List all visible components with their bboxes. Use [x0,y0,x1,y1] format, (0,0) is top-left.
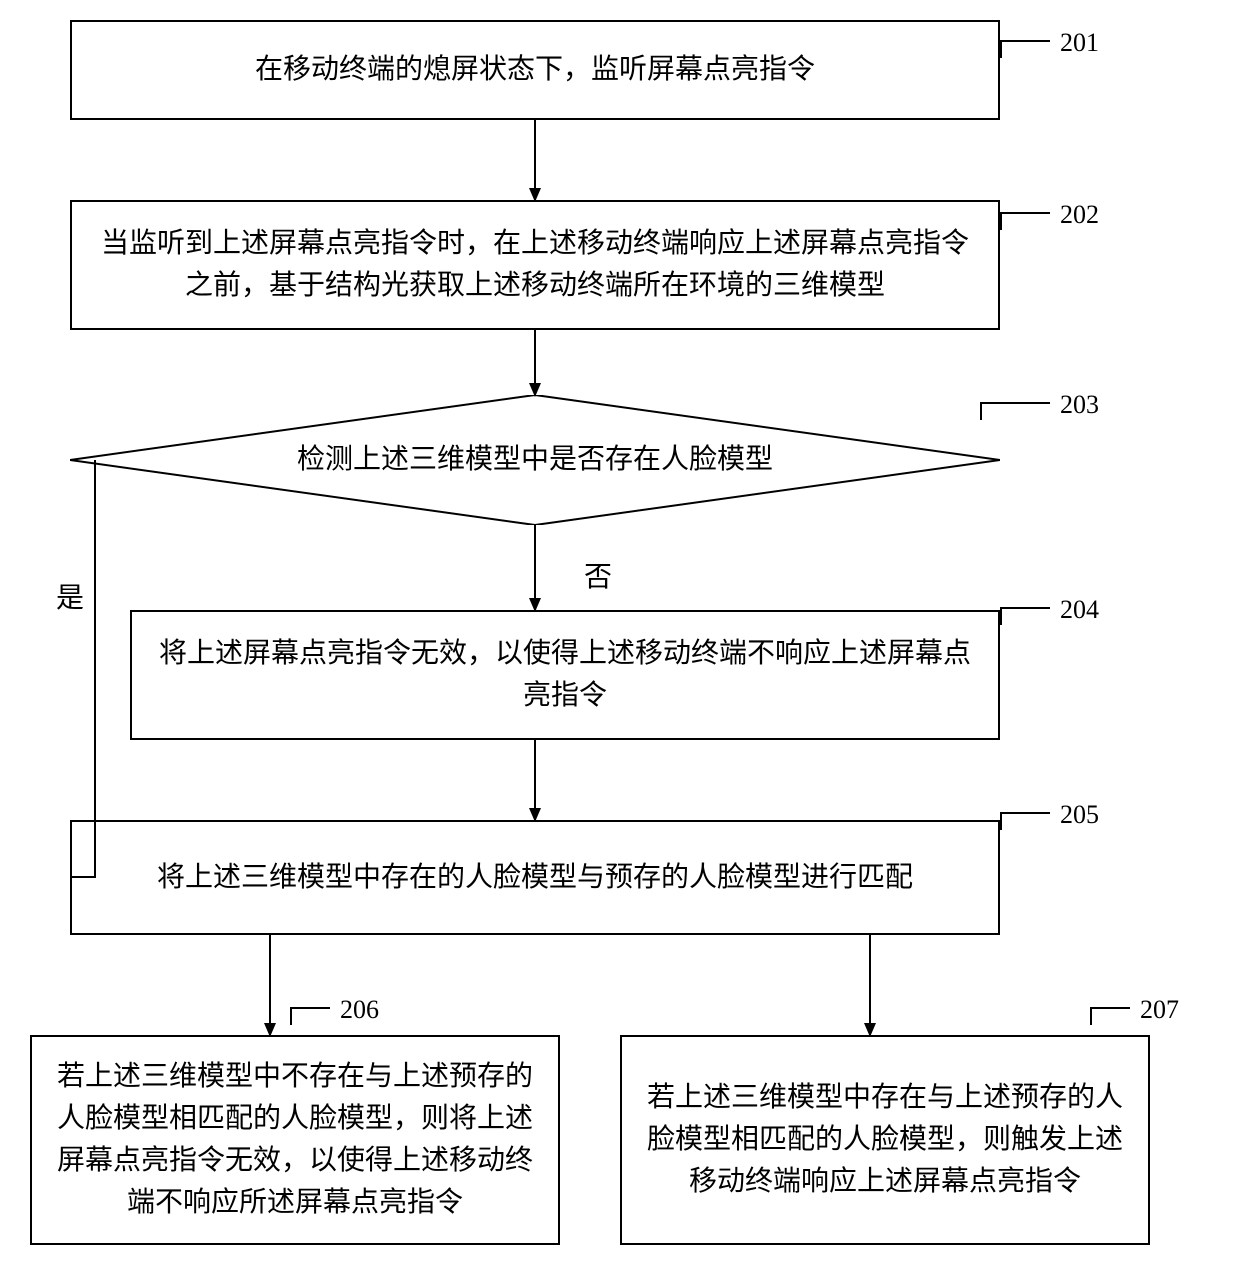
decision-text: 检测上述三维模型中是否存在人脸模型 [297,440,773,479]
process-text: 将上述屏幕点亮指令无效，以使得上述移动终端不响应上述屏幕点亮指令 [152,633,978,717]
edge-label-no: 否 [580,555,616,595]
step-label-206: 206 [340,995,379,1025]
process-box-204: 将上述屏幕点亮指令无效，以使得上述移动终端不响应上述屏幕点亮指令 [130,610,1000,740]
process-text: 若上述三维模型中存在与上述预存的人脸模型相匹配的人脸模型，则触发上述移动终端响应… [642,1077,1128,1203]
step-label-203: 203 [1060,390,1099,420]
process-box-205: 将上述三维模型中存在的人脸模型与预存的人脸模型进行匹配 [70,820,1000,935]
leader-line [1000,212,1050,230]
flowchart-canvas: 在移动终端的熄屏状态下，监听屏幕点亮指令 当监听到上述屏幕点亮指令时，在上述移动… [0,0,1240,1269]
leader-line [1090,1007,1130,1025]
leader-line [1000,607,1050,625]
process-text: 若上述三维模型中不存在与上述预存的人脸模型相匹配的人脸模型，则将上述屏幕点亮指令… [52,1056,538,1224]
leader-line [980,402,1050,420]
process-box-202: 当监听到上述屏幕点亮指令时，在上述移动终端响应上述屏幕点亮指令之前，基于结构光获… [70,200,1000,330]
step-label-207: 207 [1140,995,1179,1025]
process-box-201: 在移动终端的熄屏状态下，监听屏幕点亮指令 [70,20,1000,120]
edge-label-yes: 是 [52,576,88,616]
process-box-206: 若上述三维模型中不存在与上述预存的人脸模型相匹配的人脸模型，则将上述屏幕点亮指令… [30,1035,560,1245]
leader-line [290,1007,330,1025]
leader-line [1000,812,1050,830]
process-box-207: 若上述三维模型中存在与上述预存的人脸模型相匹配的人脸模型，则触发上述移动终端响应… [620,1035,1150,1245]
step-label-202: 202 [1060,200,1099,230]
process-text: 当监听到上述屏幕点亮指令时，在上述移动终端响应上述屏幕点亮指令之前，基于结构光获… [92,223,978,307]
decision-box-203: 检测上述三维模型中是否存在人脸模型 [70,395,1000,525]
process-text: 在移动终端的熄屏状态下，监听屏幕点亮指令 [255,49,815,91]
leader-line [1000,40,1050,58]
step-label-201: 201 [1060,28,1099,58]
step-label-204: 204 [1060,595,1099,625]
process-text: 将上述三维模型中存在的人脸模型与预存的人脸模型进行匹配 [157,857,913,899]
step-label-205: 205 [1060,800,1099,830]
